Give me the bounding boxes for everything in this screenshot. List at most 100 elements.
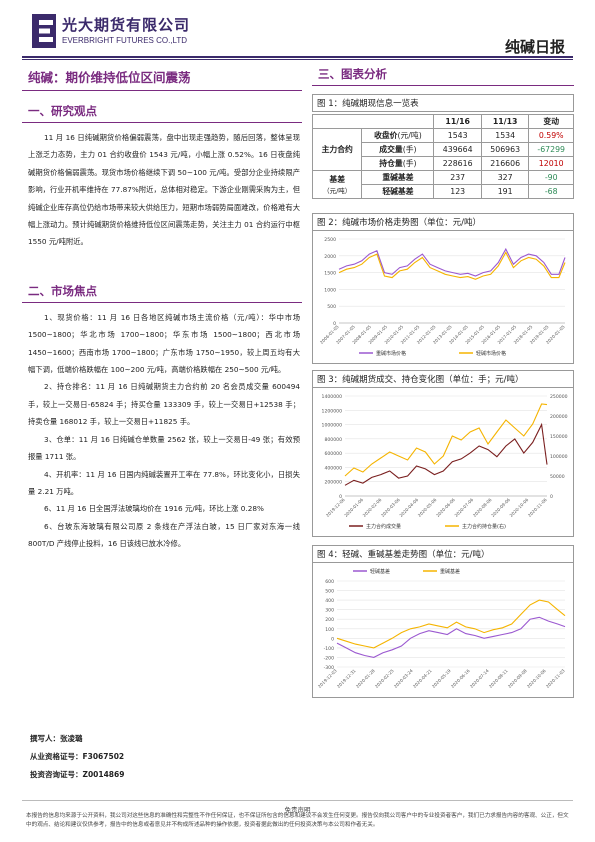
y-tick-label: 800000 xyxy=(324,437,342,443)
y-tick-label: 0 xyxy=(331,636,334,642)
header-divider-thin xyxy=(22,59,573,60)
research-paragraph: 11 月 16 日纯碱期货价格偏弱震荡，盘中出现走强趋势，随后回落，整体呈现上涨… xyxy=(28,133,300,247)
row-label: 成交量 xyxy=(379,145,403,154)
x-tick-label: 2020-11-03 xyxy=(545,668,566,689)
x-tick-label: 2019-12-31 xyxy=(336,668,357,689)
x-tick-label: 2020-01-28 xyxy=(355,668,376,689)
fig4-caption: 图 4：轻碱、重碱基差走势图（单位：元/吨） xyxy=(312,545,574,563)
y-tick-label: 500 xyxy=(325,589,334,595)
series-line xyxy=(336,599,566,649)
disclaimer-divider xyxy=(22,800,573,801)
row-label: 持仓量 xyxy=(379,159,403,168)
series-line xyxy=(344,403,548,477)
row-label: 轻碱基差 xyxy=(361,184,435,199)
author-name: 撰写人：张凌璐 xyxy=(30,734,83,743)
cell-value: 216606 xyxy=(480,156,530,171)
y-tick-label: 600000 xyxy=(324,451,342,457)
y2-tick-label: 250000 xyxy=(550,394,568,400)
cell-value: 1543 xyxy=(433,128,482,143)
legend-label: 轻碱基差 xyxy=(370,568,390,575)
y-tick-label: -200 xyxy=(324,655,335,661)
y-tick-label: -100 xyxy=(324,646,335,652)
y-tick-label: 1500 xyxy=(324,271,336,277)
disclaimer-text: 本报告的信息均来源于公开资料，我公司对这些信息的准确性和完整性不作任何保证，也不… xyxy=(26,813,569,828)
info-table: 11/16 11/13 变动 主力合约 收盘价(元/吨) 1543 1534 0… xyxy=(311,114,574,199)
y2-tick-label: 150000 xyxy=(550,434,568,440)
y-tick-label: 300 xyxy=(325,608,334,614)
y-tick-label: 400 xyxy=(325,598,334,604)
table-header-cell xyxy=(311,114,435,129)
x-tick-label: 2020-02-25 xyxy=(374,668,395,689)
series-line xyxy=(336,616,566,658)
right-column: 三、图表分析 图 1：纯碱期现信息一览表 11/16 11/13 变动 主力合约… xyxy=(311,64,574,698)
table-row: 轻碱基差 123 191 -68 xyxy=(313,184,574,199)
fig1-caption: 图 1：纯碱期现信息一览表 xyxy=(312,94,574,112)
y2-tick-label: 100000 xyxy=(550,454,568,460)
cell-value: 439664 xyxy=(433,142,482,157)
logo-mark-icon xyxy=(32,14,56,48)
legend-label: 重碱市场价格 xyxy=(376,350,406,357)
x-tick-label: 2020-09-08 xyxy=(507,668,528,689)
series-line xyxy=(344,422,548,486)
focus-item: 6、台玻东海玻璃有限公司原 2 条线在产浮法白玻，15 日厂家对东海一线 800… xyxy=(28,521,300,549)
row-label: 收盘价 xyxy=(374,131,398,140)
y-tick-label: 2000 xyxy=(324,254,336,260)
y-tick-label: 0 xyxy=(339,494,342,500)
table-row: 基差 （元/吨） 重碱基差 237 327 -90 xyxy=(311,170,574,199)
x-tick-label: 2020-06-16 xyxy=(450,668,471,689)
series-line xyxy=(338,247,566,277)
focus-item: 2、持仓排名：11 月 16 日纯碱期货主力合约前 20 名会员成交量 6004… xyxy=(28,382,300,427)
focus-item: 1、现货价格：11 月 16 日各地区纯碱市场主流价格（元/吨）：华中市场 15… xyxy=(28,312,300,375)
table-header-row: 11/16 11/13 变动 xyxy=(311,114,574,129)
cell-value: 123 xyxy=(433,184,482,199)
x-tick-label: 2020-11-06 xyxy=(527,497,548,518)
y-tick-label: 1000000 xyxy=(322,423,343,429)
y-tick-label: 600 xyxy=(325,579,334,585)
price-chart: 050010001500200025002006-01-052007-01-05… xyxy=(319,237,566,357)
header-divider xyxy=(22,56,573,58)
logo-cn-text: 光大期货有限公司 xyxy=(62,16,191,34)
y-tick-label: 1200000 xyxy=(322,408,343,414)
section-focus-title: 二、市场焦点 xyxy=(22,281,302,303)
company-logo: 光大期货有限公司 EVERBRIGHT FUTURES CO.,LTD xyxy=(32,12,202,52)
legend-label: 主力合约持仓量(右) xyxy=(462,523,506,530)
basis-chart: -300 -200 -100 0 100 200 300 400 500 600 2019-12-0… xyxy=(317,568,566,689)
table-header-cell: 变动 xyxy=(528,114,574,129)
report-type: 纯碱日报 xyxy=(504,38,565,56)
y-tick-label: 500 xyxy=(327,304,336,310)
cell-value: 1534 xyxy=(480,128,530,143)
table-row: 成交量(手) 439664 506963 -67299 xyxy=(313,142,574,157)
row-unit: (手) xyxy=(402,159,417,168)
focus-item: 6、11 月 16 日全国浮法玻璃均价在 1916 元/吨，环比上涨 0.28% xyxy=(44,504,264,514)
main-title: 纯碱：期价维持低位区间震荡 xyxy=(22,64,302,91)
cell-change: -67299 xyxy=(528,142,574,157)
table-header-cell: 11/13 xyxy=(480,114,530,129)
cell-change: -68 xyxy=(528,184,574,199)
chart-box: 0 500 1000 1500 2000 2500 2006-01-05 2007-01-05… xyxy=(312,231,574,364)
x-tick-label: 2020-10-06 xyxy=(526,668,547,689)
legend-label: 重碱基差 xyxy=(440,568,460,575)
group-unit: （元/吨） xyxy=(323,187,352,195)
series-line xyxy=(338,251,566,280)
focus-item: 4、开机率：11 月 16 日国内纯碱装置开工率在 77.8%，环比变化小，日损… xyxy=(28,469,300,496)
cell-change: 0.59% xyxy=(528,128,574,143)
y-tick-label: 2500 xyxy=(324,237,336,243)
y2-tick-label: 0 xyxy=(550,494,553,500)
y-tick-label: 100 xyxy=(325,627,334,633)
focus-item: 3、仓单：11 月 16 日纯碱仓单数量 2562 张，较上一交易日-49 张；… xyxy=(28,434,300,462)
volume-oi-chart: 0200000400000600000800000100000012000001… xyxy=(322,394,568,530)
y-tick-label: 1000 xyxy=(324,287,336,293)
fig3-caption: 图 3：纯碱期货成交、持仓变化图（单位：手；元/吨） xyxy=(312,370,574,388)
group-label: 主力合约 xyxy=(311,128,363,171)
y-tick-label: -300 xyxy=(324,665,335,671)
cell-change: 12010 xyxy=(528,156,574,171)
qualification-id: 从业资格证号：F3067502 xyxy=(30,752,125,761)
logo-en-text: EVERBRIGHT FUTURES CO.,LTD xyxy=(62,36,188,45)
row-unit: (手) xyxy=(402,145,417,154)
disclaimer-title: 免责声明 xyxy=(284,806,311,814)
cell-value: 228616 xyxy=(433,156,482,171)
x-tick-label: 2019-12-03 xyxy=(317,668,338,689)
chart-box: -300 -200 -100 0 100 200 300 400 500 600 2019-12-0… xyxy=(312,563,574,698)
info-table-wrap: 11/16 11/13 变动 主力合约 收盘价(元/吨) 1543 1534 0… xyxy=(311,114,574,199)
